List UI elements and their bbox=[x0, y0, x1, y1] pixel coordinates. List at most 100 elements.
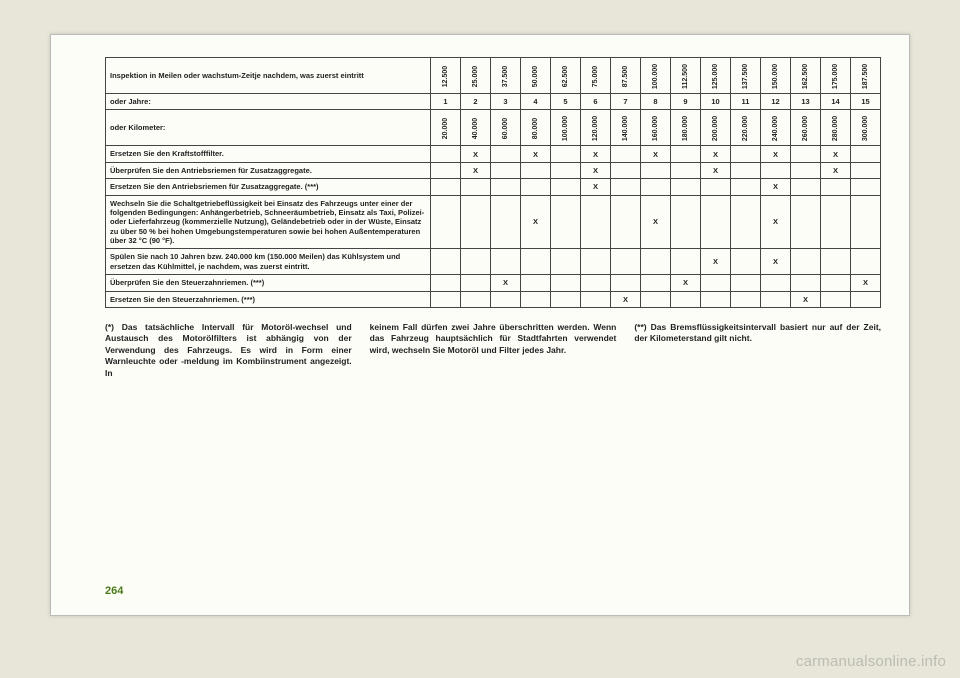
cell bbox=[581, 291, 611, 307]
header-cell: 260.000 bbox=[791, 110, 821, 146]
header-cell: 140.000 bbox=[611, 110, 641, 146]
cell: X bbox=[641, 195, 671, 249]
cell bbox=[821, 291, 851, 307]
header-cell: 20.000 bbox=[431, 110, 461, 146]
cell bbox=[551, 179, 581, 195]
cell: X bbox=[821, 146, 851, 162]
cell: 7 bbox=[611, 94, 641, 110]
footnote-col-3: (**) Das Bremsflüssigkeitsintervall basi… bbox=[634, 322, 881, 379]
cell: X bbox=[791, 291, 821, 307]
header-cell: 125.000 bbox=[701, 58, 731, 94]
cell: X bbox=[701, 162, 731, 178]
header-cell: 175.000 bbox=[821, 58, 851, 94]
cell: X bbox=[641, 146, 671, 162]
header-cell: 50.000 bbox=[521, 58, 551, 94]
cell: X bbox=[671, 275, 701, 291]
header-cell: 100.000 bbox=[551, 110, 581, 146]
cell bbox=[791, 195, 821, 249]
footnotes: (*) Das tatsächliche Intervall für Motor… bbox=[105, 322, 881, 379]
cell bbox=[521, 162, 551, 178]
row-label: Wechseln Sie die Schaltgetriebeflüssigke… bbox=[106, 195, 431, 249]
cell bbox=[551, 249, 581, 275]
cell bbox=[851, 195, 881, 249]
header-cell: 62.500 bbox=[551, 58, 581, 94]
cell bbox=[641, 291, 671, 307]
cell bbox=[551, 146, 581, 162]
cell bbox=[791, 162, 821, 178]
cell bbox=[521, 249, 551, 275]
cell bbox=[551, 162, 581, 178]
cell bbox=[521, 275, 551, 291]
cell bbox=[701, 275, 731, 291]
cell bbox=[731, 249, 761, 275]
cell: X bbox=[491, 275, 521, 291]
cell bbox=[671, 195, 701, 249]
cell: 8 bbox=[641, 94, 671, 110]
cell bbox=[551, 195, 581, 249]
cell: X bbox=[701, 249, 731, 275]
cell bbox=[761, 275, 791, 291]
cell bbox=[431, 179, 461, 195]
cell bbox=[671, 179, 701, 195]
cell bbox=[491, 249, 521, 275]
maintenance-schedule-table: Inspektion in Meilen oder wachstum-Zeitj… bbox=[105, 57, 881, 308]
header-cell: 187.500 bbox=[851, 58, 881, 94]
cell: 15 bbox=[851, 94, 881, 110]
cell bbox=[671, 249, 701, 275]
header-cell: 60.000 bbox=[491, 110, 521, 146]
cell bbox=[581, 195, 611, 249]
cell: 14 bbox=[821, 94, 851, 110]
header-cell: 220.000 bbox=[731, 110, 761, 146]
cell bbox=[521, 179, 551, 195]
header-cell: 137.500 bbox=[731, 58, 761, 94]
cell: 11 bbox=[731, 94, 761, 110]
cell bbox=[461, 275, 491, 291]
cell bbox=[731, 162, 761, 178]
km-label: oder Kilometer: bbox=[106, 110, 431, 146]
cell bbox=[551, 291, 581, 307]
cell bbox=[581, 249, 611, 275]
cell bbox=[851, 146, 881, 162]
header-cell: 12.500 bbox=[431, 58, 461, 94]
cell: 12 bbox=[761, 94, 791, 110]
cell bbox=[731, 195, 761, 249]
cell bbox=[641, 275, 671, 291]
cell: 4 bbox=[521, 94, 551, 110]
cell bbox=[611, 146, 641, 162]
cell: X bbox=[821, 162, 851, 178]
cell: X bbox=[581, 179, 611, 195]
cell: X bbox=[461, 162, 491, 178]
cell bbox=[611, 249, 641, 275]
cell bbox=[431, 249, 461, 275]
cell: 2 bbox=[461, 94, 491, 110]
header-cell: 180.000 bbox=[671, 110, 701, 146]
cell bbox=[671, 146, 701, 162]
cell: X bbox=[761, 249, 791, 275]
cell bbox=[641, 162, 671, 178]
footnote-col-1: (*) Das tatsächliche Intervall für Motor… bbox=[105, 322, 352, 379]
row-label: Überprüfen Sie den Steuerzahnriemen. (**… bbox=[106, 275, 431, 291]
cell bbox=[851, 291, 881, 307]
cell bbox=[611, 195, 641, 249]
row-label: Ersetzen Sie den Antriebsriemen für Zusa… bbox=[106, 179, 431, 195]
cell bbox=[851, 179, 881, 195]
cell: X bbox=[521, 146, 551, 162]
cell bbox=[461, 249, 491, 275]
cell bbox=[791, 275, 821, 291]
cell bbox=[791, 146, 821, 162]
cell bbox=[491, 162, 521, 178]
manual-page: Inspektion in Meilen oder wachstum-Zeitj… bbox=[50, 34, 910, 616]
cell bbox=[641, 179, 671, 195]
header-cell: 162.500 bbox=[791, 58, 821, 94]
cell bbox=[701, 291, 731, 307]
cell bbox=[851, 162, 881, 178]
header-cell: 120.000 bbox=[581, 110, 611, 146]
cell bbox=[431, 195, 461, 249]
cell: 10 bbox=[701, 94, 731, 110]
header-cell: 150.000 bbox=[761, 58, 791, 94]
header-cell: 80.000 bbox=[521, 110, 551, 146]
cell: X bbox=[611, 291, 641, 307]
header-cell: 25.000 bbox=[461, 58, 491, 94]
footnote-col-2: keinem Fall dürfen zwei Jahre überschrit… bbox=[370, 322, 617, 379]
cell: X bbox=[581, 146, 611, 162]
